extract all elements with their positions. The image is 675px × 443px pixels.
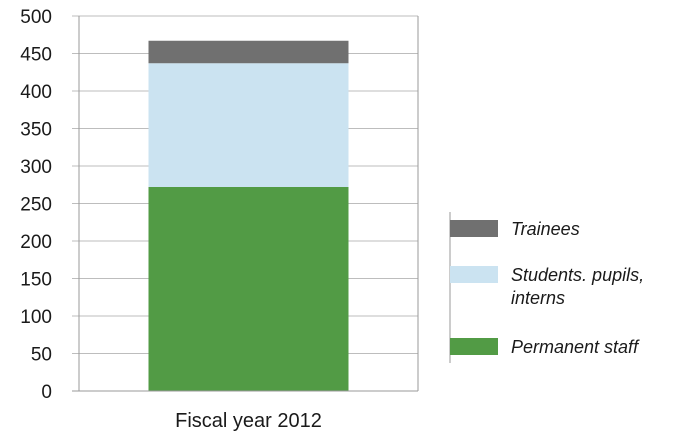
- y-tick-label: 350: [20, 120, 52, 141]
- x-axis-tick-labels: Fiscal year 2012: [175, 410, 322, 432]
- bar-segment-trainees: [148, 40, 349, 64]
- y-tick-label: 0: [41, 382, 52, 403]
- legend-swatch: [450, 266, 498, 283]
- legend-label: Permanent staff: [511, 337, 640, 357]
- legend-label: Trainees: [511, 219, 580, 239]
- legend-swatch: [450, 220, 498, 237]
- axes: [72, 16, 419, 392]
- bar-segment-students-pupils-interns: [148, 63, 349, 187]
- bar-segments: [148, 40, 349, 391]
- y-tick-label: 450: [20, 45, 52, 66]
- legend-swatch: [450, 338, 498, 355]
- y-tick-label: 400: [20, 82, 52, 103]
- legend: Trainees Students. pupils, interns Permanen…: [449, 212, 644, 363]
- y-tick-label: 150: [20, 270, 52, 291]
- y-tick-label: 200: [20, 232, 52, 253]
- legend-label: Students. pupils, interns: [511, 265, 644, 308]
- y-tick-label: 250: [20, 195, 52, 216]
- y-axis-tick-labels: 0 50 100 150 200 250 300 350 400 450 500: [20, 7, 52, 403]
- y-tick-label: 50: [31, 345, 52, 366]
- y-tick-label: 500: [20, 7, 52, 28]
- y-tick-label: 100: [20, 307, 52, 328]
- bar-segment-permanent-staff: [148, 187, 349, 391]
- x-tick-label: Fiscal year 2012: [175, 410, 322, 432]
- y-tick-label: 300: [20, 157, 52, 178]
